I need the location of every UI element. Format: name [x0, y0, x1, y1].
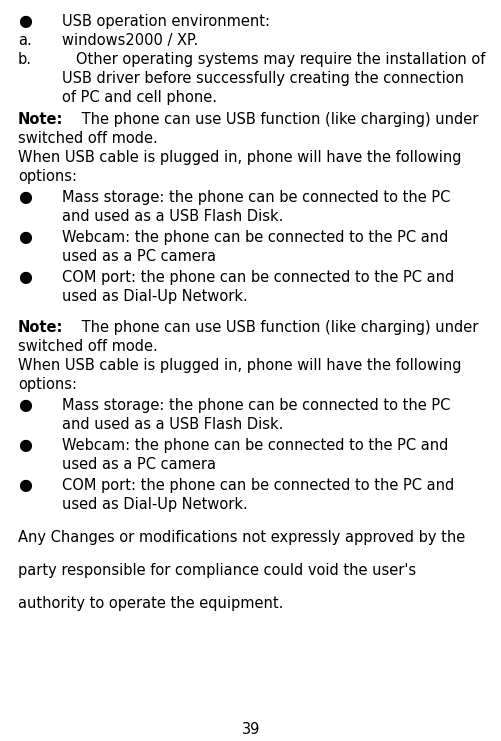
Text: switched off mode.: switched off mode.	[18, 339, 157, 354]
Text: ●: ●	[18, 478, 32, 493]
Text: used as a PC camera: used as a PC camera	[62, 249, 215, 264]
Text: USB driver before successfully creating the connection: USB driver before successfully creating …	[62, 71, 463, 86]
Text: switched off mode.: switched off mode.	[18, 131, 157, 146]
Text: When USB cable is plugged in, phone will have the following: When USB cable is plugged in, phone will…	[18, 150, 460, 165]
Text: USB operation environment:: USB operation environment:	[62, 14, 270, 29]
Text: COM port: the phone can be connected to the PC and: COM port: the phone can be connected to …	[62, 478, 453, 493]
Text: used as Dial-Up Network.: used as Dial-Up Network.	[62, 497, 247, 512]
Text: Any Changes or modifications not expressly approved by the: Any Changes or modifications not express…	[18, 530, 464, 545]
Text: b.: b.	[18, 52, 32, 67]
Text: The phone can use USB function (like charging) under: The phone can use USB function (like cha…	[76, 112, 477, 127]
Text: Mass storage: the phone can be connected to the PC: Mass storage: the phone can be connected…	[62, 398, 449, 413]
Text: ●: ●	[18, 438, 32, 453]
Text: ●: ●	[18, 398, 32, 413]
Text: used as a PC camera: used as a PC camera	[62, 457, 215, 472]
Text: ●: ●	[18, 190, 32, 205]
Text: Note:: Note:	[18, 112, 63, 127]
Text: ●: ●	[18, 230, 32, 245]
Text: Note:: Note:	[18, 320, 63, 335]
Text: and used as a USB Flash Disk.: and used as a USB Flash Disk.	[62, 417, 283, 432]
Text: of PC and cell phone.: of PC and cell phone.	[62, 90, 216, 105]
Text: Webcam: the phone can be connected to the PC and: Webcam: the phone can be connected to th…	[62, 438, 447, 453]
Text: Mass storage: the phone can be connected to the PC: Mass storage: the phone can be connected…	[62, 190, 449, 205]
Text: COM port: the phone can be connected to the PC and: COM port: the phone can be connected to …	[62, 270, 453, 285]
Text: Other operating systems may require the installation of: Other operating systems may require the …	[62, 52, 484, 67]
Text: a.: a.	[18, 33, 32, 48]
Text: and used as a USB Flash Disk.: and used as a USB Flash Disk.	[62, 209, 283, 224]
Text: ●: ●	[18, 14, 32, 29]
Text: 39: 39	[241, 722, 260, 737]
Text: party responsible for compliance could void the user's: party responsible for compliance could v…	[18, 563, 415, 578]
Text: options:: options:	[18, 377, 77, 392]
Text: authority to operate the equipment.: authority to operate the equipment.	[18, 596, 283, 611]
Text: The phone can use USB function (like charging) under: The phone can use USB function (like cha…	[76, 320, 477, 335]
Text: ●: ●	[18, 270, 32, 285]
Text: When USB cable is plugged in, phone will have the following: When USB cable is plugged in, phone will…	[18, 358, 460, 373]
Text: windows2000 / XP.: windows2000 / XP.	[62, 33, 198, 48]
Text: options:: options:	[18, 169, 77, 184]
Text: Webcam: the phone can be connected to the PC and: Webcam: the phone can be connected to th…	[62, 230, 447, 245]
Text: used as Dial-Up Network.: used as Dial-Up Network.	[62, 289, 247, 304]
